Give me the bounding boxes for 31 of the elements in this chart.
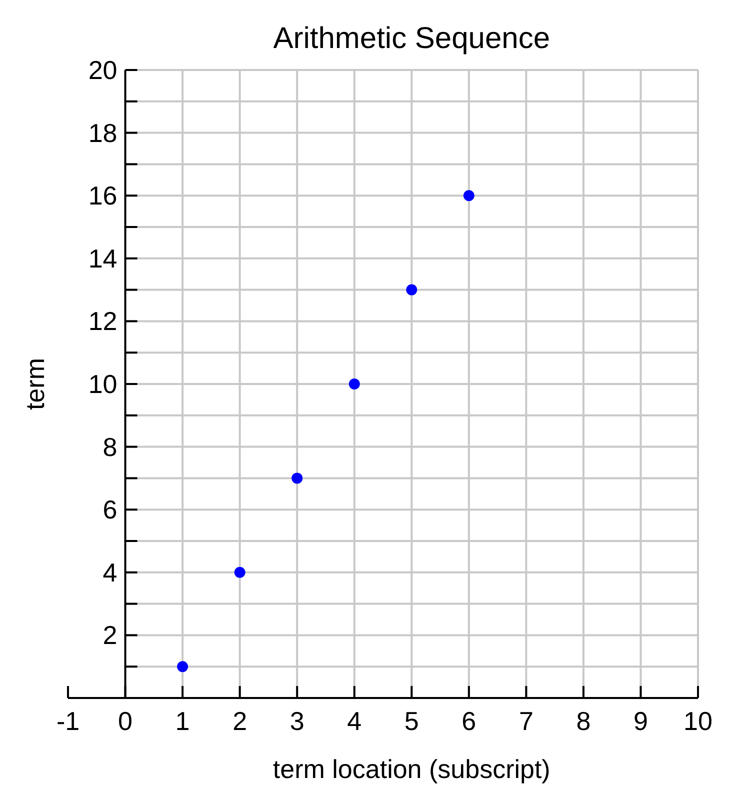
x-tick-label: 8 bbox=[576, 706, 591, 736]
x-tick-label: 5 bbox=[404, 706, 419, 736]
x-tick-label: 6 bbox=[462, 706, 476, 736]
x-tick-label: 4 bbox=[347, 706, 362, 736]
point bbox=[463, 190, 474, 202]
x-axis-title: term location (subscript) bbox=[272, 754, 550, 784]
y-tick-label: 8 bbox=[102, 432, 118, 462]
y-tick-label: 2 bbox=[102, 620, 118, 650]
point bbox=[234, 566, 246, 578]
y-tick-label: 14 bbox=[88, 243, 118, 274]
x-tick-label: 0 bbox=[118, 706, 133, 736]
point bbox=[177, 661, 188, 672]
point bbox=[348, 378, 360, 390]
x-tick-label: 2 bbox=[232, 706, 248, 736]
y-tick-label: 18 bbox=[88, 118, 118, 148]
y-tick-label: 16 bbox=[88, 180, 118, 211]
x-tick-label: -1 bbox=[56, 706, 80, 736]
point bbox=[292, 472, 303, 484]
chart-title: Arithmetic Sequence bbox=[273, 22, 550, 55]
y-tick-label: 10 bbox=[88, 369, 118, 399]
x-tick-label: 7 bbox=[518, 706, 534, 736]
x-tick-label: 1 bbox=[175, 706, 190, 736]
point bbox=[406, 284, 418, 296]
y-tick-label: 12 bbox=[88, 306, 118, 336]
x-tick-label: 3 bbox=[290, 706, 304, 736]
y-tick-label: 4 bbox=[102, 557, 118, 588]
y-tick-label: 20 bbox=[88, 55, 118, 85]
x-tick-label: 10 bbox=[684, 706, 712, 736]
y-axis-title: term bbox=[20, 358, 50, 410]
y-tick-label: 6 bbox=[102, 494, 118, 525]
x-tick-label: 9 bbox=[633, 706, 648, 736]
